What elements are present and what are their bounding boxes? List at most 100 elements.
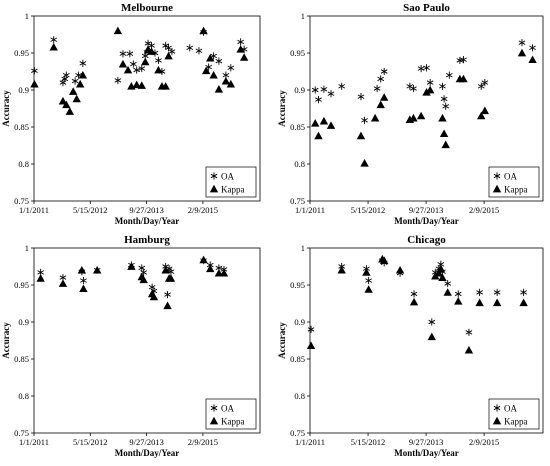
data-point-kappa (164, 51, 173, 60)
data-point-oa (442, 102, 450, 110)
y-tick-label: 1 (301, 11, 305, 21)
series-kappa (306, 254, 528, 354)
data-point-kappa (395, 266, 405, 274)
data-point-oa (439, 82, 446, 90)
x-tick-label: 1/1/2011 (295, 437, 325, 447)
y-tick-label: 1 (25, 243, 29, 253)
data-point-kappa (438, 273, 447, 281)
data-point-kappa (454, 297, 463, 305)
data-point-kappa (477, 111, 486, 120)
data-point-kappa (127, 262, 136, 270)
data-point-kappa (425, 85, 435, 94)
data-point-kappa (379, 256, 389, 264)
data-point-kappa (77, 266, 87, 274)
legend: OA Kappa (205, 398, 257, 430)
data-point-kappa (239, 53, 249, 61)
data-point-kappa (226, 79, 236, 88)
legend-marker-kappa (209, 184, 219, 193)
panel-chicago: Chicago 0.75 0.8 0.85 0.9 0.95 1 1/1/2011 5/15/2… (277, 234, 544, 458)
data-point-kappa (166, 274, 176, 282)
legend-label-kappa: Kappa (221, 417, 245, 427)
data-point-oa (155, 56, 162, 64)
legend: OA Kappa (488, 398, 540, 430)
y-tick-label: 0.95 (14, 280, 29, 290)
data-point-kappa (30, 79, 39, 88)
data-point-kappa (362, 268, 371, 276)
data-point-kappa (199, 26, 208, 35)
data-point-oa (71, 77, 79, 85)
data-point-kappa (92, 266, 102, 274)
data-point-kappa (409, 297, 419, 306)
data-point-kappa (123, 65, 133, 74)
data-point-oa (195, 47, 203, 55)
data-point-kappa (517, 48, 527, 57)
data-point-oa (31, 67, 38, 75)
data-point-kappa (68, 87, 78, 95)
data-point-kappa (326, 121, 336, 129)
data-point-kappa (475, 298, 484, 307)
data-point-kappa (436, 264, 446, 273)
data-point-oa (380, 67, 388, 76)
x-tick-label: 9/27/2013 (409, 205, 443, 215)
data-point-kappa (206, 53, 215, 62)
data-point-oa (476, 288, 483, 296)
data-point-kappa (36, 274, 45, 282)
chart-title: Chicago (407, 234, 446, 246)
legend-marker-kappa (492, 184, 502, 193)
data-point-kappa (163, 301, 172, 310)
y-tick-label: 0.9 (294, 85, 305, 95)
data-point-kappa (113, 26, 123, 35)
data-point-kappa (149, 292, 159, 301)
data-point-kappa (443, 288, 452, 296)
data-point-oa (50, 36, 58, 44)
data-point-oa (79, 59, 87, 67)
data-point-kappa (528, 55, 537, 64)
data-point-oa (307, 325, 315, 333)
x-tick-label: 1/1/2011 (295, 205, 325, 215)
data-point-oa (440, 95, 448, 103)
series-oa (311, 39, 536, 124)
legend-label-oa: OA (504, 172, 517, 182)
data-point-oa (315, 96, 322, 104)
data-point-kappa (209, 71, 218, 79)
data-point-oa (477, 82, 485, 90)
x-tick-label: 9/27/2013 (409, 437, 443, 447)
data-point-kappa (379, 93, 389, 101)
data-point-kappa (434, 268, 444, 277)
x-tick-label: 1/1/2011 (19, 437, 49, 447)
data-point-kappa (221, 76, 231, 85)
data-point-kappa (206, 264, 215, 273)
y-tick-label: 0.8 (294, 159, 305, 169)
data-point-oa (377, 75, 385, 83)
x-tick-label: 5/15/2012 (73, 437, 107, 447)
data-point-oa (365, 276, 372, 285)
data-point-oa (493, 288, 501, 296)
legend-label-oa: OA (504, 404, 517, 414)
data-point-oa (129, 60, 137, 68)
data-point-oa (529, 44, 536, 52)
legend: OA Kappa (488, 166, 540, 198)
legend-label-oa: OA (221, 404, 234, 414)
data-point-kappa (439, 129, 449, 138)
data-point-kappa (139, 275, 148, 284)
x-tick-label: 9/27/2013 (129, 205, 163, 215)
legend: OA Kappa (205, 166, 257, 198)
x-tick-label: 2/9/2015 (469, 205, 499, 215)
data-point-oa (410, 84, 417, 93)
data-point-oa (417, 64, 425, 73)
data-point-oa (165, 44, 172, 52)
data-point-kappa (72, 94, 81, 103)
y-axis-label: Accuracy (1, 322, 11, 359)
data-point-oa (215, 57, 223, 65)
y-axis-label: Accuracy (277, 90, 287, 127)
x-tick-label: 9/27/2013 (129, 437, 163, 447)
data-point-oa (426, 79, 434, 87)
data-point-oa (357, 93, 365, 101)
data-point-kappa (161, 82, 170, 90)
y-tick-label: 0.95 (290, 48, 305, 58)
legend-marker-oa (493, 404, 501, 412)
legend-label-kappa: Kappa (504, 185, 528, 195)
y-tick-label: 0.85 (290, 354, 305, 364)
data-point-kappa (161, 266, 170, 274)
panel-sao-paulo: Sao Paulo 0.75 0.8 0.85 0.9 0.95 1 1/1/2011 5/15… (277, 2, 544, 226)
